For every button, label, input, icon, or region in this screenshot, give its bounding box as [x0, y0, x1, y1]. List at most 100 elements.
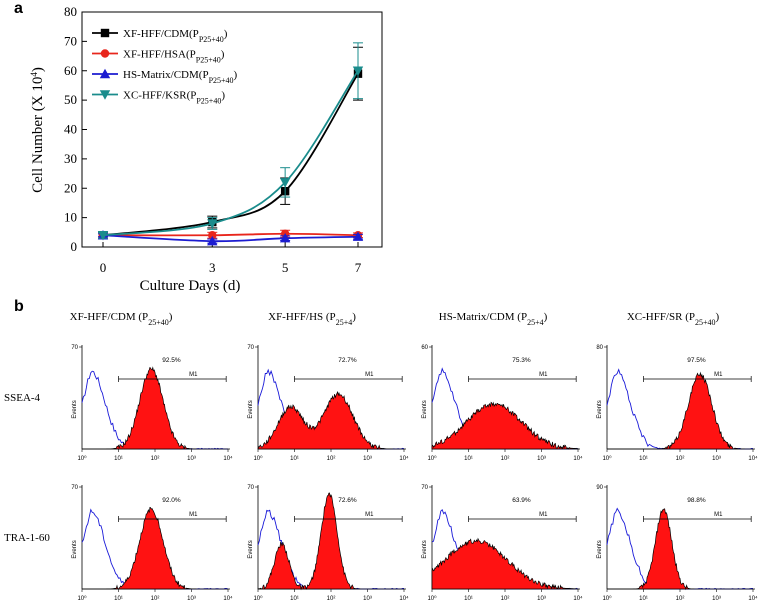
x-tick-label: 3 [209, 260, 216, 275]
series-3 [97, 42, 364, 241]
y-tick-label: 0 [71, 239, 78, 254]
y-axis-title: Cell Number (X 104) [29, 67, 46, 193]
column-title-sub: 25+4 [527, 318, 544, 327]
column-title-sub: 25+4 [336, 318, 353, 327]
hist-x-tick-label: 10³ [363, 596, 372, 600]
hist-x-tick-label: 10² [676, 456, 685, 462]
hist-y-label: Events [422, 400, 428, 418]
hist-x-tick-label: 10⁰ [602, 455, 612, 462]
column-title-main: XF-HFF/HS (P [268, 311, 336, 323]
histogram-6: 70 Events 10⁰ 10¹ 10² 10³ 10⁴ M1 63.9% [421, 485, 583, 600]
column-title-main: HS-Matrix/CDM (P [439, 311, 527, 323]
panel-a-letter: a [14, 0, 23, 17]
hist-x-tick-label: 10⁴ [399, 595, 409, 600]
gate-m1-label: M1 [714, 372, 723, 378]
y-tick-label: 10 [64, 210, 77, 225]
hist-x-tick-label: 10⁰ [77, 455, 87, 462]
legend-sub: P25+40 [196, 96, 221, 105]
hist-x-tick-label: 10³ [537, 456, 546, 462]
data-point [352, 66, 364, 76]
legend-close: ) [221, 90, 225, 102]
column-title: XF-HFF/CDM (P25+40) [70, 311, 173, 327]
hist-x-tick-label: 10³ [187, 596, 196, 600]
y-tick-label: 20 [64, 180, 77, 195]
legend-swatch-marker [99, 90, 111, 100]
hist-x-tick-label: 10² [676, 596, 685, 600]
row-label: SSEA-4 [4, 392, 41, 404]
data-point [207, 235, 218, 246]
hist-x-tick-label: 10³ [187, 456, 196, 462]
hist-y-label: Events [597, 540, 603, 558]
legend-sub: P25+40 [209, 76, 234, 85]
y-tick-label: 40 [64, 122, 77, 137]
legend: XF-HFF/CDM(PP25+40)XF-HFF/HSA(PP25+40)HS… [92, 28, 238, 105]
hist-x-tick-label: 10¹ [464, 456, 473, 462]
legend-sub: P25+40 [196, 55, 221, 64]
legend-swatch-marker [100, 28, 110, 38]
hist-x-tick-label: 10⁰ [427, 455, 437, 462]
gate-m1-label: M1 [189, 372, 198, 378]
gate-percent-label: 72.6% [338, 497, 357, 504]
stained-sample-histogram [82, 366, 228, 450]
hist-x-tick-label: 10¹ [639, 456, 648, 462]
gate-m1-label: M1 [189, 512, 198, 518]
gate-percent-label: 72.7% [338, 357, 357, 364]
data-point [208, 231, 217, 240]
hist-ymax-label: 70 [421, 485, 428, 491]
gate-percent-label: 97.5% [687, 357, 706, 364]
hist-ymax-label: 70 [71, 485, 78, 491]
series-line [102, 234, 359, 243]
y-tick-label: 30 [64, 151, 77, 166]
x-tick-label: 7 [355, 260, 362, 275]
hist-x-tick-label: 10³ [712, 456, 721, 462]
hist-ymax-label: 60 [421, 345, 428, 351]
y-tick-label: 80 [64, 4, 77, 19]
gate-m1-label: M1 [365, 372, 374, 378]
series-line [102, 70, 359, 237]
data-point [207, 219, 218, 229]
x-axis-title: Culture Days (d) [140, 278, 241, 294]
histogram-0: 70 Events 10⁰ 10¹ 10² 10³ 10⁴ M1 92.5% [71, 345, 233, 462]
row-label: TRA-1-60 [4, 532, 50, 544]
y-tick-label: 60 [64, 63, 77, 78]
hist-x-tick-label: 10¹ [639, 596, 648, 600]
histogram-2: 60 Events 10⁰ 10¹ 10² 10³ 10⁴ M1 75.3% [421, 345, 583, 462]
hist-x-tick-label: 10¹ [114, 456, 123, 462]
hist-x-tick-label: 10² [327, 456, 336, 462]
hist-x-tick-label: 10⁴ [748, 455, 758, 462]
gate-m1-label: M1 [714, 512, 723, 518]
stained-sample-histogram [607, 371, 753, 450]
series-line [102, 232, 359, 237]
hist-x-tick-label: 10⁰ [602, 595, 612, 600]
hist-x-tick-label: 10¹ [290, 456, 299, 462]
hist-x-tick-label: 10⁴ [223, 595, 233, 600]
hist-x-tick-label: 10⁴ [748, 595, 758, 600]
legend-sub: P25+40 [199, 35, 224, 44]
column-title: XF-HFF/HS (P25+4) [268, 311, 356, 327]
gate-percent-label: 92.5% [162, 357, 181, 364]
column-title: XC-HFF/SR (P25+40) [627, 311, 720, 327]
hist-x-tick-label: 10³ [537, 596, 546, 600]
gate-percent-label: 75.3% [512, 357, 531, 364]
y-tick-label: 70 [64, 33, 77, 48]
hist-x-tick-label: 10⁴ [399, 455, 409, 462]
hist-y-label: Events [72, 540, 78, 558]
histogram-4: 70 Events 10⁰ 10¹ 10² 10³ 10⁴ M1 92.0% [71, 485, 233, 600]
histogram-3: 80 Events 10⁰ 10¹ 10² 10³ 10⁴ M1 97.5% [596, 345, 758, 462]
hist-x-tick-label: 10² [501, 596, 510, 600]
stained-sample-histogram [257, 390, 404, 450]
hist-y-label: Events [422, 540, 428, 558]
histogram-5: 70 Events 10⁰ 10¹ 10² 10³ 10⁴ M1 72.6% [247, 485, 409, 600]
hist-x-tick-label: 10³ [712, 596, 721, 600]
data-point [352, 231, 364, 241]
x-tick-label: 0 [100, 260, 107, 275]
stained-sample-histogram [82, 506, 228, 590]
hist-ymax-label: 70 [71, 345, 78, 351]
gate-m1-label: M1 [539, 372, 548, 378]
column-title-sub: 25+40 [695, 318, 716, 327]
y-tick-label: 50 [64, 92, 77, 107]
hist-ymax-label: 90 [596, 485, 603, 491]
data-point [279, 232, 291, 243]
histogram-7: 90 Events 10⁰ 10¹ 10² 10³ 10⁴ M1 98.8% [596, 485, 758, 600]
legend-name: XF-HFF/CDM(P [123, 28, 199, 40]
